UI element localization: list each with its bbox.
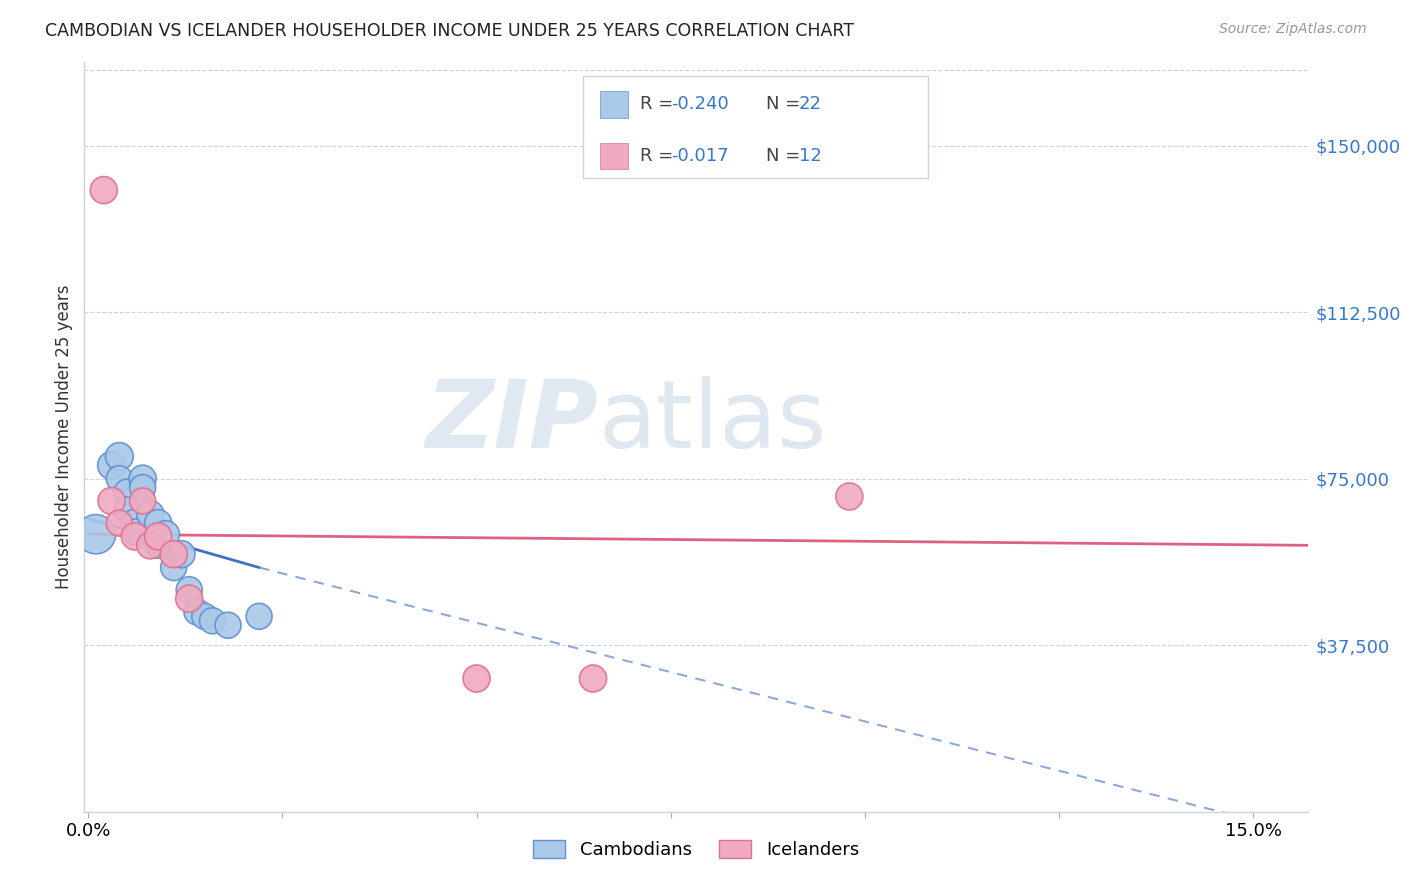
Point — [170, 547, 193, 561]
Text: atlas: atlas — [598, 376, 827, 468]
Point — [124, 524, 146, 539]
Point — [179, 582, 201, 597]
Point — [155, 527, 177, 541]
Point — [465, 672, 488, 686]
Point — [131, 481, 153, 495]
Text: ZIP: ZIP — [425, 376, 598, 468]
Point — [108, 472, 131, 486]
Point — [139, 538, 162, 552]
Point — [131, 472, 153, 486]
Point — [582, 672, 605, 686]
Point — [179, 591, 201, 606]
Y-axis label: Householder Income Under 25 years: Householder Income Under 25 years — [55, 285, 73, 590]
Point — [146, 516, 169, 530]
Point — [186, 605, 208, 619]
Point — [124, 516, 146, 530]
Text: N =: N = — [766, 95, 806, 113]
Text: 12: 12 — [799, 147, 821, 165]
Point — [139, 507, 162, 521]
Point — [124, 529, 146, 543]
Point — [163, 560, 186, 574]
Point — [247, 609, 270, 624]
Point — [115, 503, 138, 517]
Point — [217, 618, 239, 632]
Text: -0.240: -0.240 — [671, 95, 728, 113]
Point — [115, 485, 138, 500]
Point — [100, 458, 122, 473]
Point — [108, 450, 131, 464]
Text: CAMBODIAN VS ICELANDER HOUSEHOLDER INCOME UNDER 25 YEARS CORRELATION CHART: CAMBODIAN VS ICELANDER HOUSEHOLDER INCOM… — [45, 22, 853, 40]
Point — [146, 538, 169, 552]
Text: 22: 22 — [799, 95, 821, 113]
Point — [84, 527, 107, 541]
Point — [838, 490, 860, 504]
Point — [163, 547, 186, 561]
Legend: Cambodians, Icelanders: Cambodians, Icelanders — [526, 832, 866, 866]
Text: -0.017: -0.017 — [671, 147, 728, 165]
Point — [131, 494, 153, 508]
Point — [201, 614, 224, 628]
Point — [194, 609, 217, 624]
Text: N =: N = — [766, 147, 806, 165]
Point — [100, 494, 122, 508]
Point — [146, 529, 169, 543]
Text: R =: R = — [640, 95, 679, 113]
Text: Source: ZipAtlas.com: Source: ZipAtlas.com — [1219, 22, 1367, 37]
Point — [93, 183, 115, 197]
Point — [108, 516, 131, 530]
Text: R =: R = — [640, 147, 679, 165]
